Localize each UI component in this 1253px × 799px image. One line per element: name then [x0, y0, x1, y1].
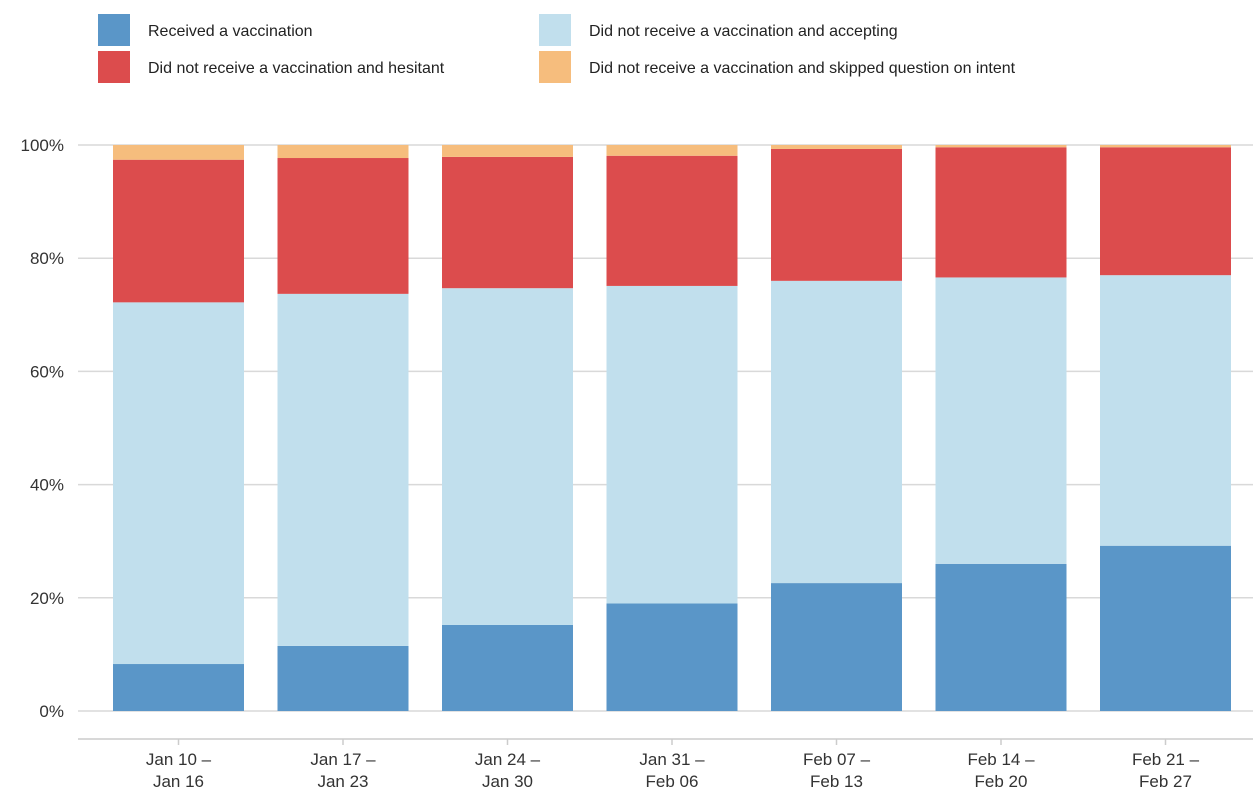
x-tick-label: Jan 16 [153, 772, 204, 791]
y-tick-label: 60% [30, 362, 64, 381]
bar-segment [935, 563, 1067, 711]
x-tick-label: Jan 30 [482, 772, 533, 791]
bar-segment [442, 288, 573, 625]
y-tick-label: 20% [30, 589, 64, 608]
legend: Received a vaccination Did not receive a … [98, 14, 1016, 83]
bar-segment [113, 159, 244, 303]
bar-group [771, 145, 902, 711]
bar-segment [606, 145, 738, 156]
legend-label: Did not receive a vaccination and accept… [589, 23, 898, 40]
bar-segment [1100, 545, 1231, 711]
bar-segment [771, 280, 902, 584]
bar-segment [442, 145, 573, 157]
bar-segment [277, 645, 409, 711]
legend-item: Received a vaccination [98, 14, 313, 46]
x-tick-label: Jan 23 [317, 772, 368, 791]
x-tick-label: Feb 21 – [1132, 750, 1200, 769]
legend-swatch [98, 51, 130, 83]
y-axis: 0% 20% 40% 60% 80% 100% [21, 136, 64, 721]
x-tick-label: Jan 10 – [146, 750, 212, 769]
legend-item: Did not receive a vaccination and accept… [539, 14, 898, 46]
y-tick-label: 100% [21, 136, 64, 155]
bar-segment [113, 302, 244, 665]
x-tick-label: Feb 07 – [803, 750, 871, 769]
bar-segment [606, 285, 738, 604]
bar-group [113, 145, 244, 711]
x-tick-label: Feb 06 [646, 772, 699, 791]
legend-swatch [98, 14, 130, 46]
x-tick-label: Feb 27 [1139, 772, 1192, 791]
bar-segment [1100, 275, 1231, 546]
bar-segment [442, 156, 573, 289]
y-tick-label: 0% [39, 702, 64, 721]
y-tick-label: 80% [30, 249, 64, 268]
x-tick-label: Jan 24 – [475, 750, 541, 769]
bar-segment [277, 145, 409, 159]
bars [113, 145, 1231, 711]
bar-segment [606, 603, 738, 711]
legend-label: Did not receive a vaccination and skippe… [589, 60, 1016, 77]
bar-segment [113, 664, 244, 711]
bar-segment [113, 145, 244, 160]
legend-label: Did not receive a vaccination and hesita… [148, 60, 445, 77]
bar-group [277, 145, 409, 711]
legend-swatch [539, 51, 571, 83]
bar-segment [935, 145, 1067, 148]
legend-item: Did not receive a vaccination and skippe… [539, 51, 1016, 83]
bar-group [1100, 145, 1231, 711]
bar-segment [1100, 145, 1231, 148]
legend-item: Did not receive a vaccination and hesita… [98, 51, 445, 83]
bar-segment [277, 293, 409, 646]
legend-swatch [539, 14, 571, 46]
x-tick-label: Jan 31 – [639, 750, 705, 769]
bar-segment [771, 583, 902, 711]
x-tick-label: Feb 13 [810, 772, 863, 791]
bar-segment [771, 148, 902, 281]
bar-group [935, 145, 1067, 711]
bar-segment [1100, 147, 1231, 276]
y-tick-label: 40% [30, 476, 64, 495]
bar-segment [935, 277, 1067, 564]
x-tick-label: Feb 20 [975, 772, 1028, 791]
legend-label: Received a vaccination [148, 23, 313, 40]
bar-group [442, 145, 573, 711]
x-axis: Jan 10 – Jan 16 Jan 17 – Jan 23 Jan 24 – Jan … [78, 738, 1253, 791]
bar-segment [606, 155, 738, 286]
bar-segment [277, 158, 409, 294]
x-tick-label: Jan 17 – [310, 750, 376, 769]
bar-segment [771, 145, 902, 149]
bar-group [606, 145, 738, 711]
x-tick-label: Feb 14 – [967, 750, 1035, 769]
bar-segment [442, 624, 573, 711]
bar-segment [935, 147, 1067, 278]
